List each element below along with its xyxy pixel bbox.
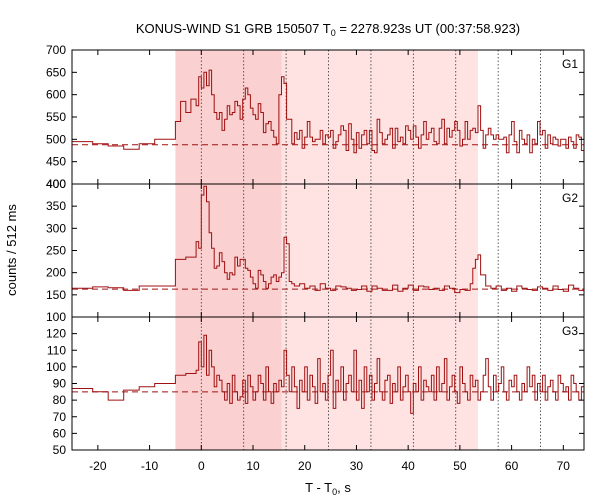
y-tick-label: 250 bbox=[46, 244, 66, 258]
y-tick-label: 60 bbox=[53, 426, 67, 440]
y-tick-label: 90 bbox=[53, 377, 67, 391]
y-tick-label: 80 bbox=[53, 393, 67, 407]
x-tick-label: 0 bbox=[198, 459, 205, 473]
y-tick-label: 200 bbox=[46, 266, 66, 280]
y-tick-label: 120 bbox=[46, 327, 66, 341]
y-tick-label: 450 bbox=[46, 155, 66, 169]
y-tick-label: 500 bbox=[46, 132, 66, 146]
y-tick-label: 350 bbox=[46, 199, 66, 213]
y-tick-label: 400 bbox=[46, 177, 66, 191]
x-tick-label: 50 bbox=[453, 459, 467, 473]
x-tick-label: 30 bbox=[350, 459, 364, 473]
y-tick-label: 50 bbox=[53, 443, 67, 457]
y-tick-label: 100 bbox=[46, 310, 66, 324]
y-tick-label: 150 bbox=[46, 288, 66, 302]
y-axis-label: counts / 512 ms bbox=[4, 204, 19, 296]
y-tick-label: 70 bbox=[53, 410, 67, 424]
y-tick-label: 400 bbox=[46, 177, 66, 191]
y-tick-label: 700 bbox=[46, 43, 66, 57]
g3-panel-label: G3 bbox=[562, 324, 578, 338]
g2-panel-label: G2 bbox=[562, 191, 578, 205]
y-tick-label: 650 bbox=[46, 65, 66, 79]
x-tick-label: -20 bbox=[89, 459, 107, 473]
g2-light-curve bbox=[72, 185, 584, 294]
g1-light-curve bbox=[72, 69, 585, 154]
plot-area: G1400450500550600650700G2100150200250300… bbox=[46, 43, 585, 473]
x-tick-label: -10 bbox=[141, 459, 159, 473]
y-tick-label: 100 bbox=[46, 360, 66, 374]
x-tick-label: 40 bbox=[401, 459, 415, 473]
x-tick-label: 10 bbox=[246, 459, 260, 473]
y-tick-label: 110 bbox=[47, 343, 66, 357]
x-tick-label: 20 bbox=[298, 459, 312, 473]
y-tick-label: 550 bbox=[46, 110, 66, 124]
y-tick-label: 300 bbox=[46, 221, 66, 235]
x-tick-label: 70 bbox=[557, 459, 571, 473]
y-tick-label: 600 bbox=[46, 88, 66, 102]
chart-title: KONUS-WIND S1 GRB 150507 T0 = 2278.923s … bbox=[136, 21, 520, 38]
g1-panel-label: G1 bbox=[562, 57, 578, 71]
x-axis-label: T - T0, s bbox=[305, 480, 351, 497]
g3-light-curve bbox=[72, 334, 585, 414]
x-tick-label: 60 bbox=[505, 459, 519, 473]
